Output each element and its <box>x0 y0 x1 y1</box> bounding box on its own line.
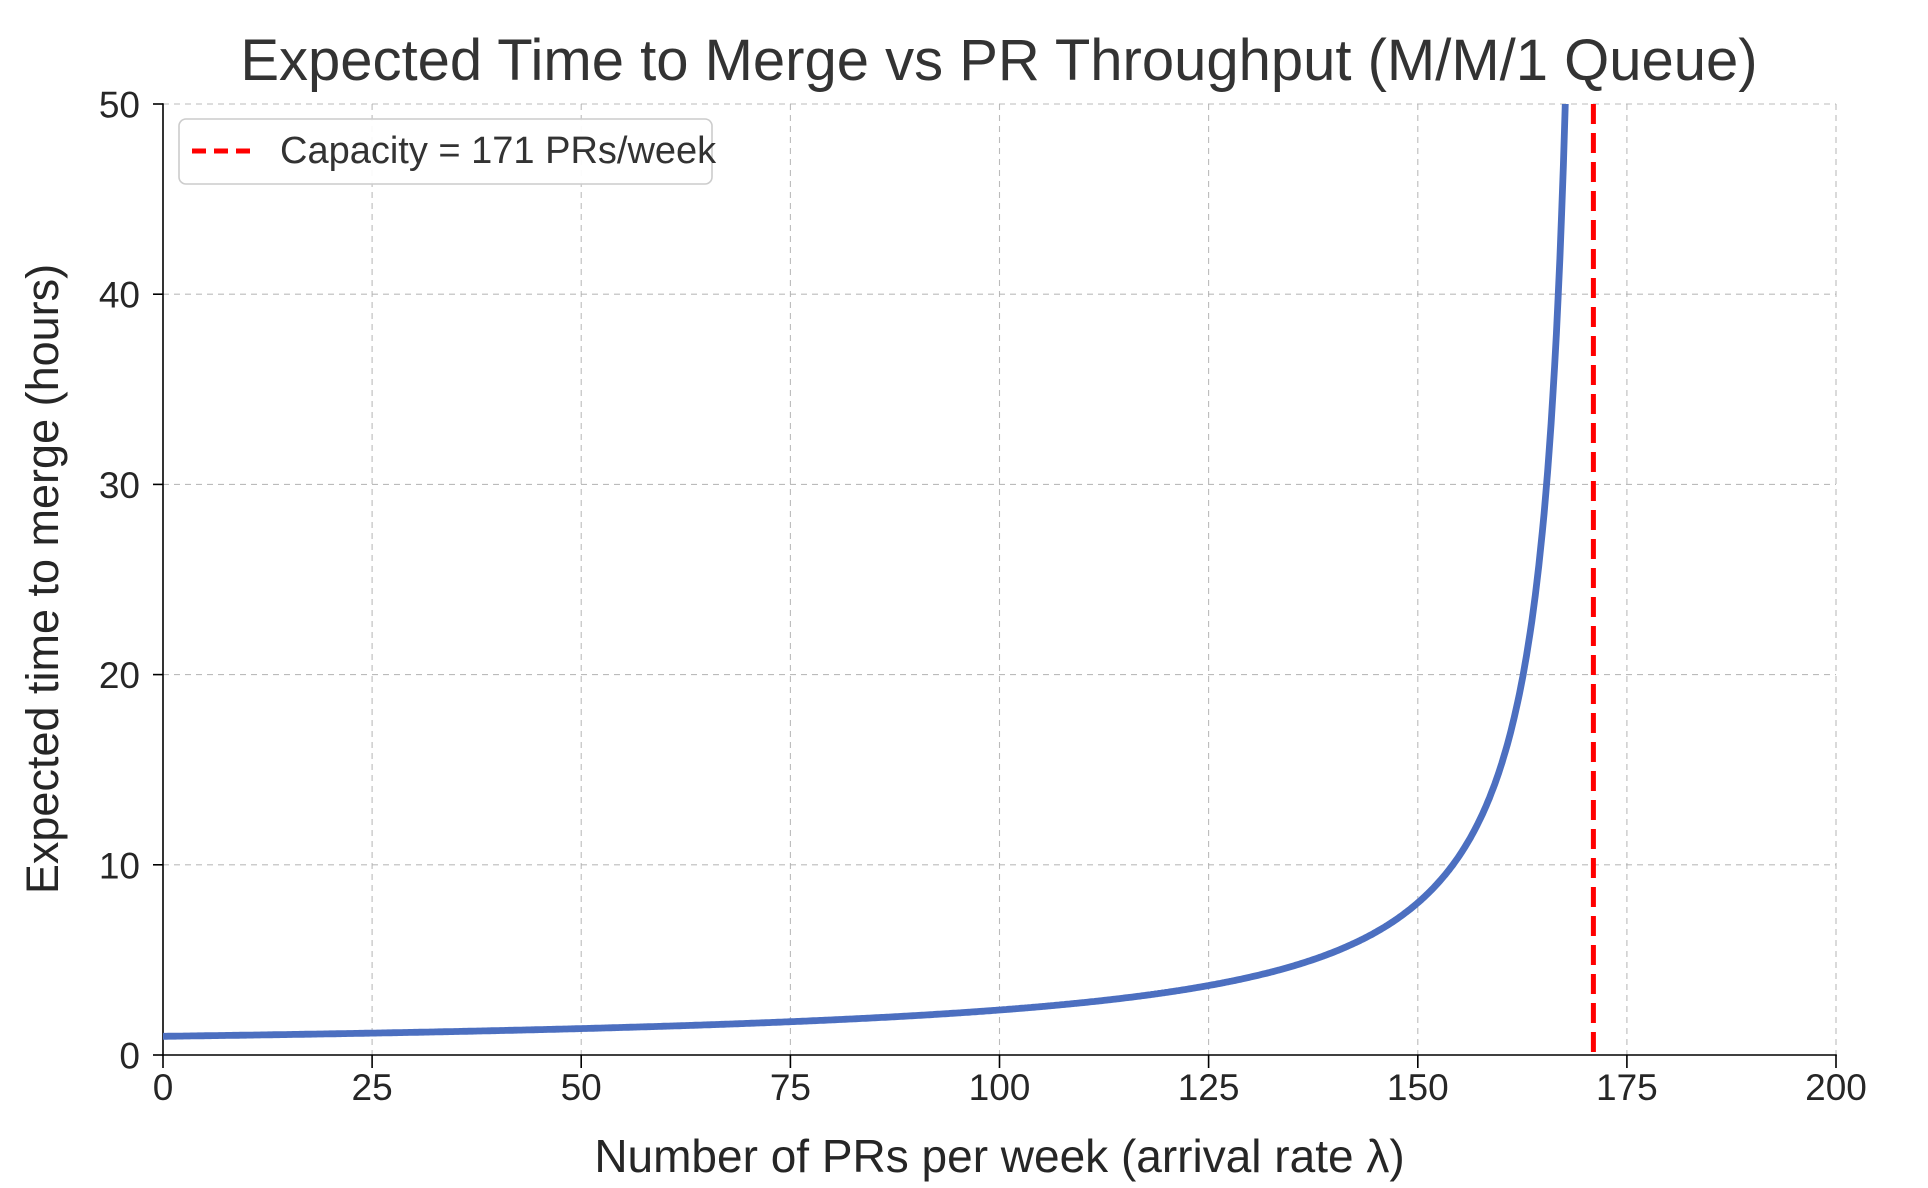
svg-text:Expected time to merge (hours): Expected time to merge (hours) <box>17 264 68 894</box>
svg-text:Number of PRs per week (arriva: Number of PRs per week (arrival rate λ) <box>594 1130 1404 1182</box>
svg-text:Capacity = 171 PRs/week: Capacity = 171 PRs/week <box>280 130 717 172</box>
svg-text:0: 0 <box>119 1036 140 1077</box>
svg-text:175: 175 <box>1596 1067 1658 1108</box>
svg-text:150: 150 <box>1387 1067 1449 1108</box>
svg-text:0: 0 <box>153 1067 174 1108</box>
svg-text:30: 30 <box>99 465 140 506</box>
svg-text:75: 75 <box>770 1067 811 1108</box>
svg-text:50: 50 <box>99 85 140 126</box>
svg-text:Expected Time to Merge vs PR T: Expected Time to Merge vs PR Throughput … <box>240 28 1757 93</box>
svg-text:25: 25 <box>352 1067 393 1108</box>
svg-text:20: 20 <box>99 655 140 696</box>
svg-text:200: 200 <box>1805 1067 1867 1108</box>
svg-text:100: 100 <box>969 1067 1031 1108</box>
svg-text:50: 50 <box>561 1067 602 1108</box>
svg-text:40: 40 <box>99 275 140 316</box>
svg-text:10: 10 <box>99 845 140 886</box>
svg-text:125: 125 <box>1178 1067 1240 1108</box>
